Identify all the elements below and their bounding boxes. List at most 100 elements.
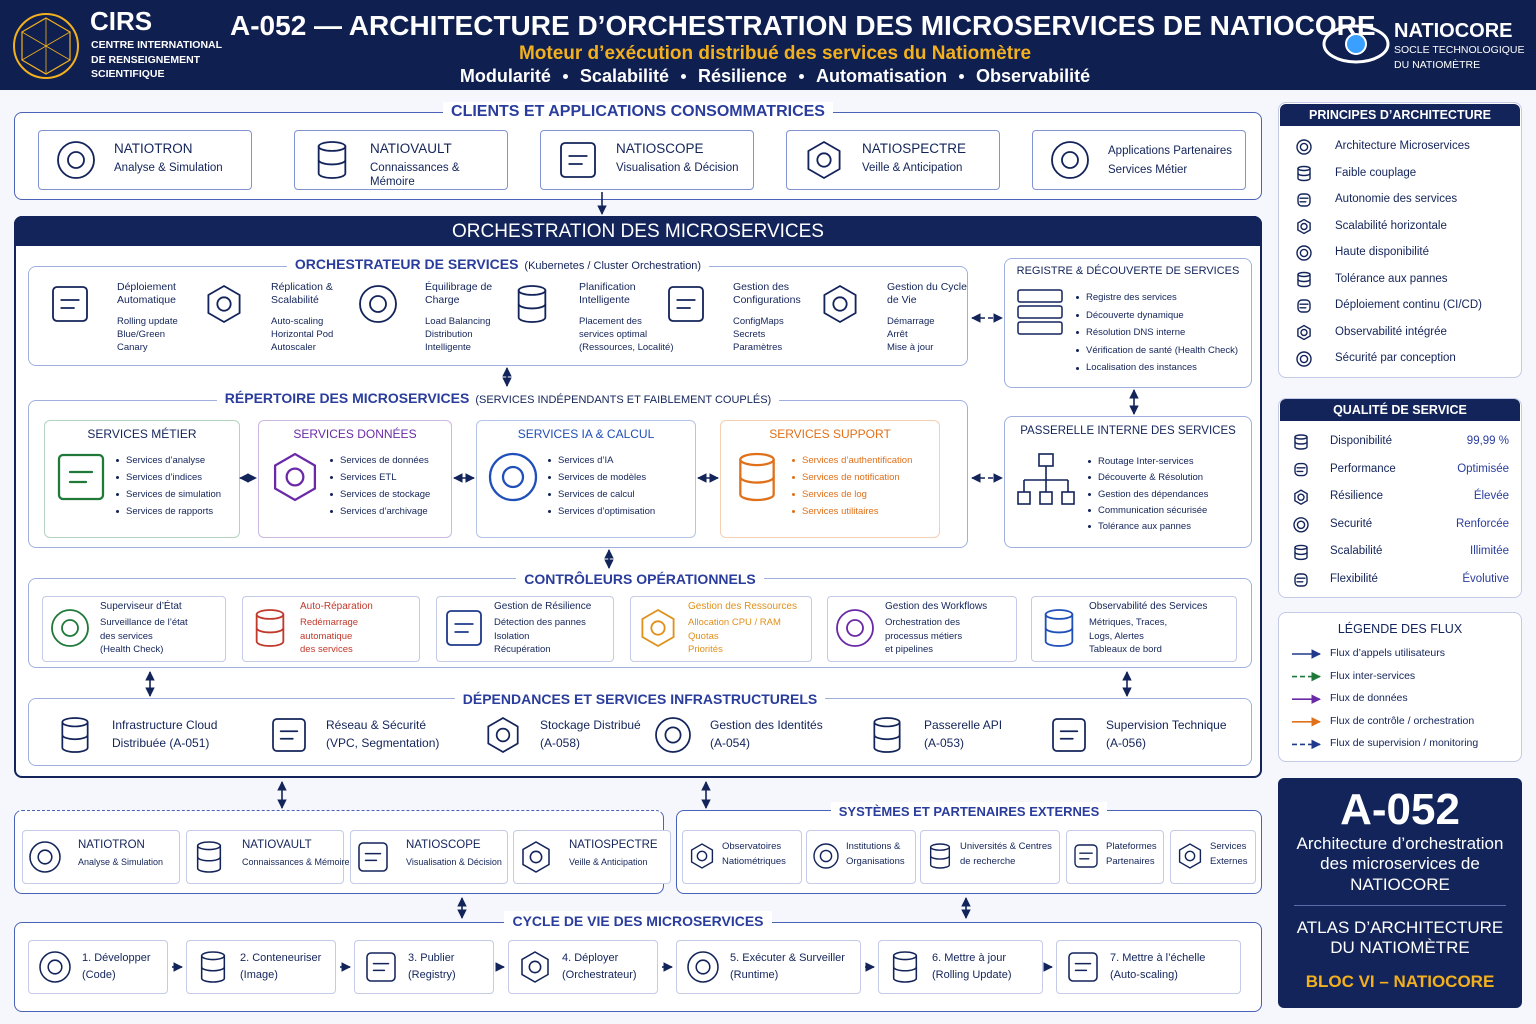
orchestrator-item-detail: Load Balancing [425,316,491,327]
platform-desc: Analyse & Simulation [78,857,164,867]
brand-line: SOCLE TECHNOLOGIQUE [1394,44,1525,56]
external-name: Universités & Centres de recherche [960,841,1052,868]
controller-title: Superviseur d’État [100,601,182,612]
controller-detail: Allocation CPU / RAM [688,617,781,628]
quality-value: Renforcée [1455,517,1509,530]
section-title-row: SYSTÈMES ET PARTENAIRES EXTERNES [676,802,1262,822]
keyword: Observabilité [976,65,1091,86]
lifecycle-label: 6. Mettre à jour [932,952,1006,964]
service-item: Services de notification [792,472,946,483]
platform-desc: Veille & Anticipation [569,857,648,867]
client-name: NATIOTRON [114,141,193,156]
section-title: SYSTÈMES ET PARTENAIRES EXTERNES [830,802,1108,822]
external-name: Institutions & Organisations [846,841,905,868]
quality-title: QUALITÉ DE SERVICE [1333,403,1467,417]
controller-detail: des services [100,630,153,642]
quality-value: Optimisée [1457,462,1509,475]
controller-detail: et pipelines [885,644,934,655]
section-title-text: SYSTÈMES ET PARTENAIRES EXTERNES [838,804,1100,819]
controller-detail: Redémarrage [300,617,359,628]
principle: Sécurité par conception [1335,352,1456,364]
service-item: Services ETL [330,472,458,483]
gateway-item: Découverte & Résolution [1088,472,1258,483]
card-divider [1294,905,1506,906]
client-name: NATIOVAULT [370,141,452,156]
controller-detail: Priorités [688,644,723,655]
gateway-title: PASSERELLE INTERNE DES SERVICES [1020,425,1236,437]
orchestrator-item-detail: Auto-scaling [271,316,324,327]
controller-detail: automatique [300,630,353,642]
infrastructure-name: Infrastructure Cloud [112,718,218,732]
controller-title: Observabilité des Services [1089,601,1208,612]
orchestrator-frame [28,266,968,366]
section-title: CONTRÔLEURS OPÉRATIONNELS [516,569,764,589]
quality-frame [1278,398,1522,598]
client-card [38,130,252,190]
lifecycle-label: 4. Déployer [562,952,619,964]
registry-item: Registre des services [1076,292,1258,303]
controller-detail: Logs, Alertes [1089,630,1144,642]
keyword: Résilience [697,65,788,86]
section-title-row: CONTRÔLEURS OPÉRATIONNELS [28,569,1252,589]
lifecycle-step [28,940,168,994]
controller-title: Gestion des Ressources [688,601,797,612]
quality-name: Scalabilité [1330,545,1383,558]
title: A-052 — ARCHITECTURE D’ORCHESTRATION DES… [230,10,1376,41]
external-name: Plateformes Partenaires [1106,841,1157,868]
orchestrator-item-detail: (Ressources, Localité) [579,342,674,353]
lifecycle-sub: (Auto-scaling) [1110,969,1178,981]
service-item: Services d’authentification [792,455,946,466]
section-title-row: CLIENTS ET APPLICATIONS CONSOMMATRICES [14,102,1262,122]
orchestrator-item-detail: Arrêt [887,329,908,340]
legend-label: Flux de contrôle / orchestration [1330,714,1475,727]
registry-title: REGISTRE & DÉCOUVERTE DE SERVICES [1016,265,1240,277]
legend-label: Flux d’appels utilisateurs [1330,647,1445,659]
client-name: Applications Partenaires [1108,145,1233,157]
platform-card [350,830,508,884]
lifecycle-step [676,940,861,994]
brand-line: DU NATIOMÈTRE [1394,59,1481,71]
controller-detail: Détection des pannes [494,617,586,628]
registry-item: Vérification de santé (Health Check) [1076,345,1258,356]
platform-name: NATIOVAULT [242,839,312,851]
separator-dot [959,73,965,79]
legend-title: LÉGENDE DES FLUX [1337,622,1463,636]
header-band [0,0,1536,90]
principle: Architecture Microservices [1335,140,1470,152]
service-item: Services d’archivage [330,506,458,517]
section-title-row: RÉPERTOIRE DES MICROSERVICES (SERVICES IN… [28,388,968,410]
registry-item: Résolution DNS interne [1076,327,1258,338]
platform-desc: Connaissances & Mémoire [242,857,350,867]
controller-detail: Quotas [688,630,719,642]
client-desc: Analyse & Simulation [114,162,223,174]
quality-value: Illimitée [1470,545,1509,558]
orchestrator-item-title: Équilibrage de Charge [425,281,493,306]
keywords: Modularité Scalabilité Résilience Automatis… [230,64,1320,88]
section-title-text: RÉPERTOIRE DES MICROSERVICES [224,390,470,406]
service-item: Services d’optimisation [548,506,702,517]
controller-title: Gestion des Workflows [885,601,988,612]
external-name: Observatoires Natiométriques [722,841,786,868]
infrastructure-name: Supervision Technique [1106,718,1227,732]
service-group-title: SERVICES IA & CALCUL [517,427,655,441]
client-card [786,130,1000,190]
keyword: Scalabilité [579,65,669,86]
client-desc: Connaissances & Mémoire [370,162,460,188]
lifecycle-label: 1. Développer [82,952,151,964]
legend-label: Flux de supervision / monitoring [1330,737,1479,750]
lifecycle-label: 2. Conteneuriser [240,952,322,964]
service-item: Services de simulation [116,489,246,500]
orchestrator-item-detail: Blue/Green [117,329,166,340]
external-name: Services Externes [1210,841,1248,868]
card-atlas: ATLAS D’ARCHITECTURE DU NATIOMÈTRE [1296,918,1504,958]
platform-desc: Visualisation & Décision [406,857,502,867]
infrastructure-code: Distribuée (A-051) [112,736,210,750]
subtitle: Moteur d’exécution distribué des service… [518,43,1032,64]
client-desc: Visualisation & Décision [616,162,739,174]
service-group-title: SERVICES DONNÉES [293,427,417,441]
service-item: Services de calcul [548,489,702,500]
orchestrator-item-title: Gestion des Configurations [733,281,801,306]
quality-value: 99,99 % [1466,435,1509,447]
separator-dot [680,73,686,79]
lifecycle-step [1056,940,1241,994]
